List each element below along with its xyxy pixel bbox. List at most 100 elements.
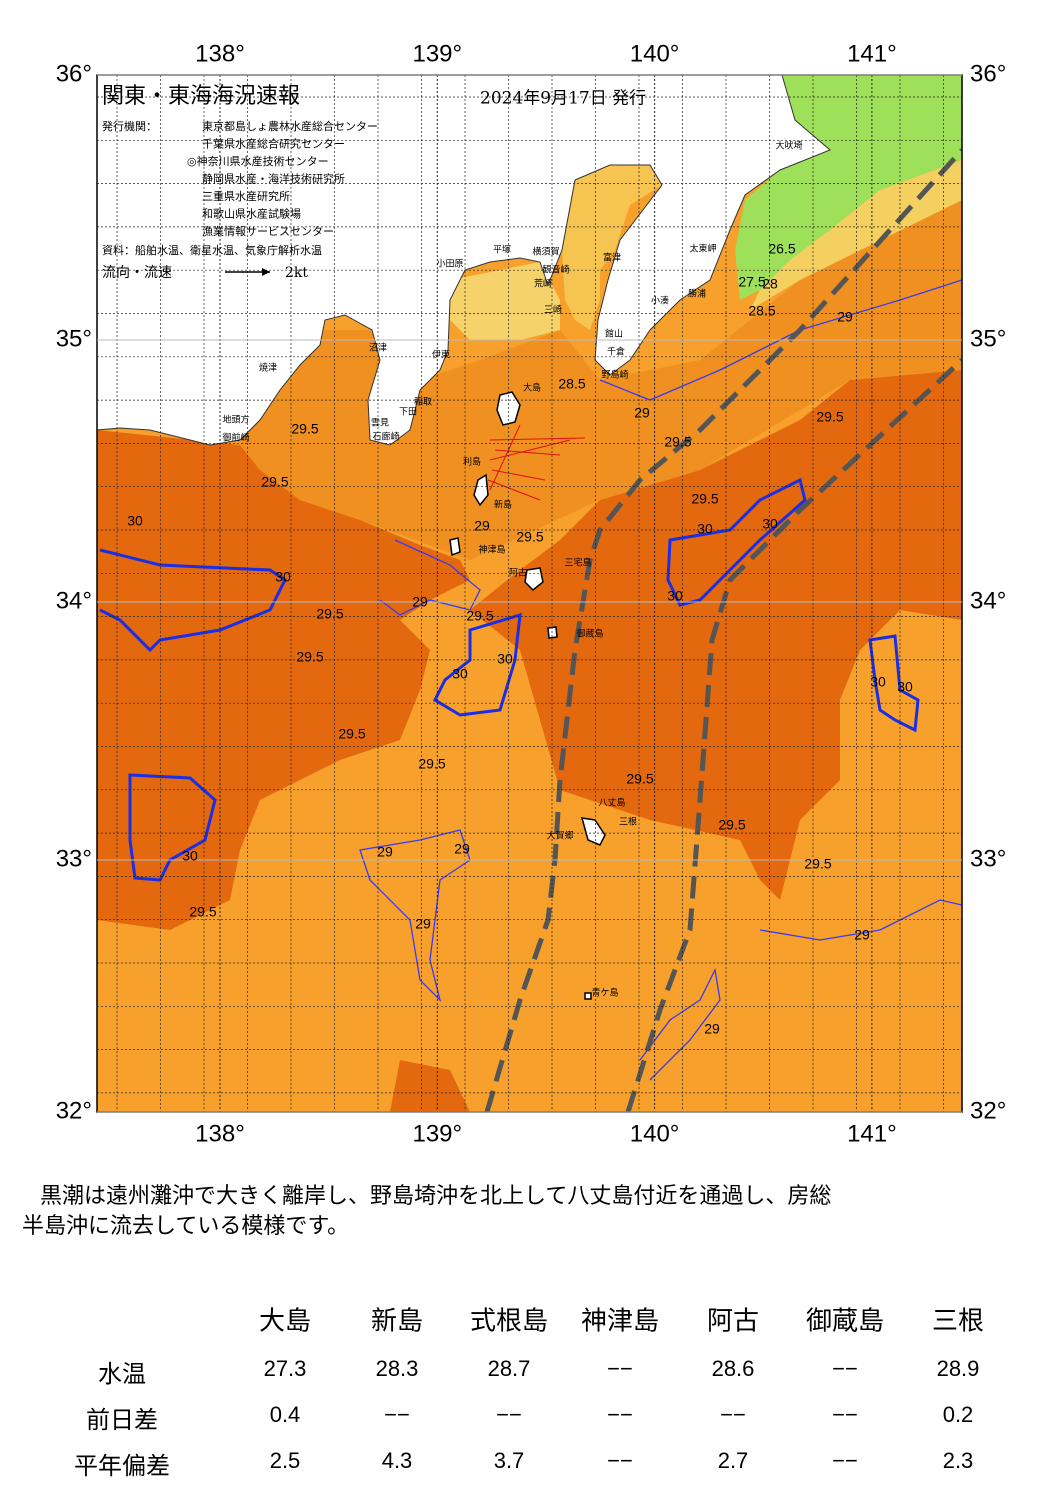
table-header: 大島: [259, 1307, 311, 1337]
place-name: 神津島: [478, 544, 505, 556]
lat-label: 33°: [970, 845, 1006, 872]
lat-label: 34°: [970, 587, 1006, 614]
place-name: 八丈島: [598, 797, 625, 809]
lon-label: 138°: [195, 1120, 245, 1147]
summary-text: 半島沖に流去している模様です。: [22, 1214, 349, 1239]
place-name: 利島: [463, 456, 481, 468]
place-name: 富津: [603, 252, 621, 264]
lat-label: 35°: [970, 325, 1006, 352]
cold-water: [735, 75, 962, 300]
map-body: [97, 75, 962, 1112]
place-name: 御前崎: [222, 432, 249, 444]
bay-water: [562, 165, 662, 330]
table-cell: −−: [607, 1402, 633, 1427]
lat-label: 34°: [56, 587, 92, 614]
place-name: 石廊崎: [372, 431, 399, 443]
row-label: 水温: [98, 1360, 146, 1388]
table-header: 三根: [932, 1307, 984, 1337]
current-label: 流向・流速: [102, 265, 172, 281]
lat-label: 32°: [56, 1097, 92, 1124]
place-name: 御蔵島: [576, 628, 603, 640]
table-cell: −−: [607, 1448, 633, 1473]
contour-label: 29.5: [296, 649, 323, 665]
lon-label: 139°: [412, 40, 462, 67]
publisher-label: 発行機関：: [102, 119, 157, 133]
contour-label: 26.5: [768, 241, 795, 257]
contour-label: 30: [897, 679, 913, 695]
warm-water: [97, 430, 470, 930]
contour-label: 29.5: [338, 726, 365, 742]
table-header: 式根島: [470, 1307, 548, 1337]
place-name: 平塚: [493, 245, 511, 256]
lon-label: 139°: [412, 1120, 462, 1147]
publisher: ◎神奈川県水産技術センター: [187, 154, 329, 168]
lat-label: 35°: [56, 325, 92, 352]
contour-label: 28.5: [558, 376, 585, 392]
place-name: 大島: [523, 382, 541, 394]
contour-label: 30: [667, 588, 683, 604]
table-cell: 28.3: [376, 1356, 419, 1381]
contour-label: 29.5: [816, 409, 843, 425]
place-name: 千倉: [607, 346, 625, 358]
lon-label: 138°: [195, 40, 245, 67]
lat-label: 36°: [56, 60, 92, 87]
lon-label: 141°: [847, 1120, 897, 1147]
place-name: 野島崎: [601, 369, 628, 381]
place-name: 小湊: [651, 295, 669, 307]
table-cell: −−: [720, 1402, 746, 1427]
table-header: 阿古: [707, 1307, 759, 1337]
contour-label: 30: [497, 651, 513, 667]
contour-label: 30: [452, 666, 468, 682]
table-cell: 0.4: [270, 1402, 301, 1427]
issue-date: 2024年9月17日 発行: [480, 89, 646, 109]
table-header: 神津島: [581, 1307, 659, 1337]
contour-label: 29: [704, 1021, 720, 1037]
table-cell: 0.2: [943, 1402, 974, 1427]
contour-label: 29.5: [626, 771, 653, 787]
publisher: 三重県水産研究所: [202, 189, 290, 203]
table-cell: 2.5: [270, 1448, 301, 1473]
contour-label: 29: [454, 841, 470, 857]
table-cell: −−: [607, 1356, 633, 1381]
table-header: 御蔵島: [806, 1307, 884, 1337]
place-name: 大賀郷: [546, 830, 573, 842]
place-name: 伊東: [432, 349, 450, 361]
place-name: 地頭方: [222, 414, 249, 426]
contour-label: 29.5: [316, 606, 343, 622]
cool-water: [450, 262, 560, 340]
place-name: 焼津: [259, 363, 277, 374]
place-name: 観音崎: [542, 264, 569, 276]
place-name: 三崎: [544, 304, 562, 316]
warm-water: [390, 1060, 470, 1112]
place-name: 青ケ島: [591, 987, 618, 999]
publisher: 千葉県水産総合研究センター: [202, 137, 345, 151]
place-name: 新島: [494, 499, 512, 511]
contour-label: 30: [127, 513, 143, 529]
lat-label: 32°: [970, 1097, 1006, 1124]
place-name: 小田原: [436, 259, 463, 270]
contour-label: 29.5: [516, 529, 543, 545]
contour-label: 29: [377, 844, 393, 860]
table-cell: 28.6: [712, 1356, 755, 1381]
table-cell: 3.7: [494, 1448, 525, 1473]
arrow-head: [262, 268, 270, 276]
lon-label: 141°: [847, 40, 897, 67]
contour-label: 29.5: [189, 904, 216, 920]
place-name: 雲見: [371, 418, 389, 429]
contour-label: 29: [854, 927, 870, 943]
current-vectors: [487, 424, 586, 501]
contour-label: 29.5: [664, 434, 691, 450]
kuroshio-axis: [484, 148, 962, 1112]
table-cell: 27.3: [264, 1356, 307, 1381]
sources: 資料：船舶水温、衛星水温、気象庁解析水温: [102, 243, 322, 257]
contour-label: 29: [474, 518, 490, 534]
table-cell: 28.9: [937, 1356, 980, 1381]
table-cell: −−: [832, 1402, 858, 1427]
lon-label: 140°: [630, 40, 680, 67]
table-cell: 4.3: [382, 1448, 413, 1473]
place-name: 太東岬: [689, 243, 716, 255]
table-cell: −−: [496, 1402, 522, 1427]
contour-label: 30: [762, 516, 778, 532]
table-header: 新島: [371, 1307, 423, 1337]
